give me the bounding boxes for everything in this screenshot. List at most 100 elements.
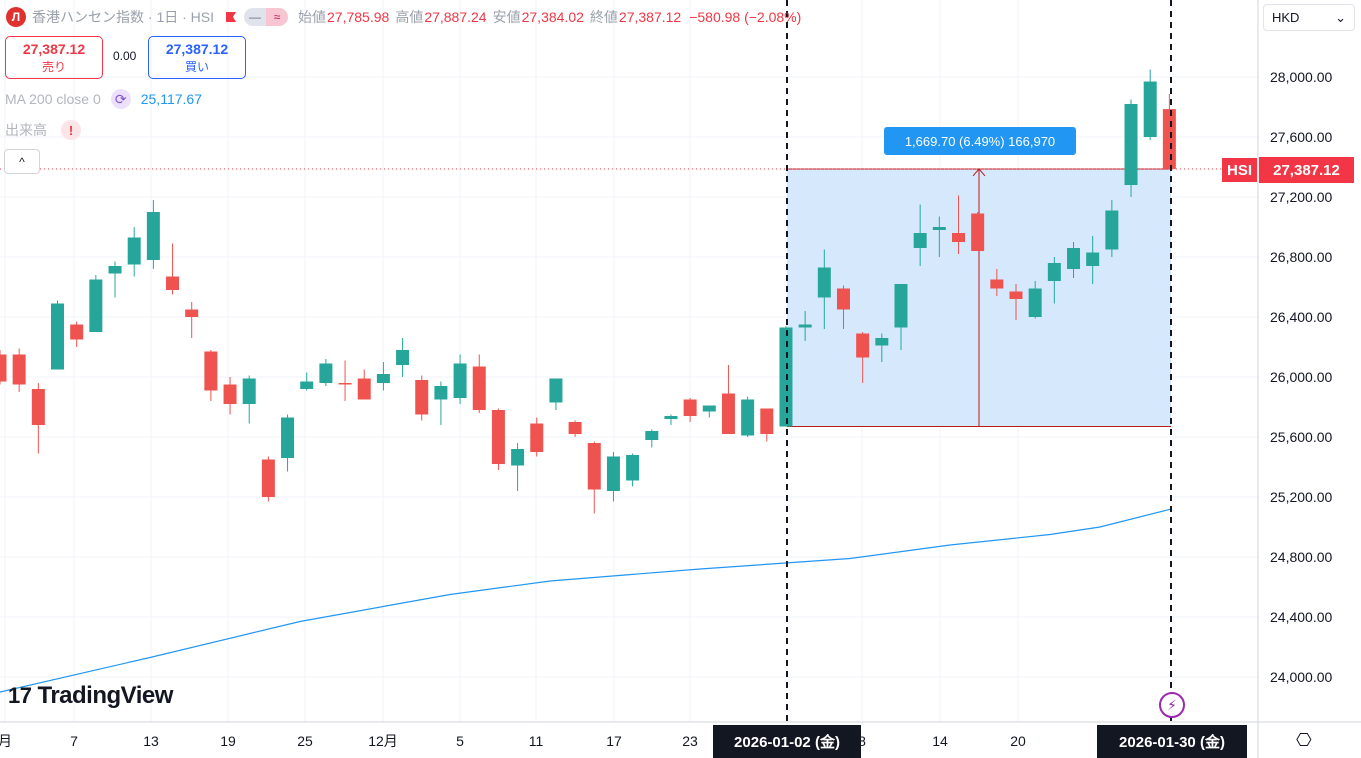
candle-body: [530, 423, 544, 452]
candle: [952, 195, 965, 254]
candle: [70, 321, 84, 347]
collapse-legend-button[interactable]: ^: [4, 149, 40, 174]
time-tick-label: 23: [682, 733, 698, 749]
candle-body: [913, 233, 927, 248]
candle: [1105, 200, 1119, 257]
candle-body: [568, 422, 582, 434]
candle: [511, 443, 525, 491]
candle: [817, 249, 831, 329]
tradingview-logo-icon: 17: [8, 683, 32, 708]
settings-icon[interactable]: ⎔: [1296, 730, 1312, 750]
candle-body: [1162, 109, 1176, 169]
candle-body: [261, 459, 275, 497]
refresh-icon[interactable]: ⟳: [110, 89, 131, 109]
range-measure-label: 1,669.70 (6.49%) 166,970: [884, 127, 1076, 155]
candle-body: [760, 408, 774, 434]
candle: [1067, 242, 1081, 278]
last-price-tag: 27,387.12: [1259, 157, 1354, 183]
candle-body: [932, 227, 946, 230]
ma-indicator-row[interactable]: MA 200 close 0 ⟳ 25,117.67: [5, 88, 202, 110]
candle: [396, 338, 410, 377]
candle-body: [1086, 252, 1100, 266]
symbol-icon[interactable]: Л: [6, 7, 26, 27]
price-axis: 24,000.00 24,400.00 24,800.00 25,200.00 25,6…: [1257, 0, 1332, 758]
candles: [0, 69, 1176, 514]
time-tick-label: 17: [606, 733, 622, 749]
candle: [990, 269, 1004, 296]
time-axis: 月 7 13 19 25 12月 5 11 17 23 8 14 20: [0, 721, 1361, 749]
candle-body: [645, 431, 659, 440]
price-tick-label: 26,400.00: [1270, 309, 1332, 325]
candle: [875, 333, 889, 362]
wave-icon[interactable]: ≈: [266, 8, 289, 26]
candle: [894, 284, 908, 350]
time-tick-label: 25: [297, 733, 313, 749]
candle: [300, 372, 314, 391]
candle: [127, 227, 141, 277]
currency-select[interactable]: HKD ⌄: [1263, 4, 1355, 31]
low-label: 安値: [492, 9, 521, 25]
candle-body: [51, 303, 65, 370]
candle-body: [721, 393, 735, 434]
lightning-icon[interactable]: ⚡: [1159, 692, 1185, 718]
sell-button[interactable]: 27,387.12 売り: [5, 36, 103, 79]
candle: [683, 398, 697, 422]
candle: [415, 375, 429, 421]
candle-body: [626, 455, 640, 481]
candle: [664, 414, 678, 425]
flag-icon[interactable]: [226, 12, 237, 22]
candle: [932, 216, 946, 257]
candle: [587, 441, 601, 514]
volume-label: 出来高: [5, 122, 47, 138]
candle-body: [300, 381, 314, 389]
close-label: 終値: [589, 9, 618, 25]
date-tag-end: 2026-01-30 (金): [1097, 725, 1247, 758]
currency-value: HKD: [1272, 10, 1300, 25]
candle: [626, 453, 640, 487]
symbol-title[interactable]: 香港ハンセン指数 · 1日 · HSI: [32, 9, 215, 25]
time-tick-label: 12月: [368, 733, 398, 749]
candle-body: [971, 213, 985, 251]
buy-button[interactable]: 27,387.12 買い: [148, 36, 246, 79]
candle: [836, 285, 850, 329]
measure-arrow-head: [972, 168, 986, 177]
open-value: 27,785.98: [327, 9, 390, 25]
candle-body: [1143, 81, 1157, 137]
minus-icon[interactable]: —: [244, 8, 267, 26]
candle: [185, 302, 199, 338]
candle-body: [166, 276, 180, 290]
candle: [357, 369, 371, 400]
candle: [166, 243, 180, 295]
candle: [472, 354, 486, 413]
candle: [1086, 236, 1100, 284]
candle: [606, 452, 620, 502]
candle: [971, 212, 985, 251]
candle: [204, 350, 218, 401]
candle-body: [185, 309, 199, 317]
volume-indicator-row[interactable]: 出来高 !: [5, 119, 81, 141]
candle: [1124, 99, 1138, 197]
candle: [108, 261, 122, 298]
open-label: 始値: [298, 9, 327, 25]
candle: [549, 378, 563, 410]
buy-label: 買い: [184, 59, 209, 74]
tradingview-logo[interactable]: 17 TradingView: [8, 682, 173, 710]
price-tick-label: 24,400.00: [1270, 609, 1332, 625]
candle-body: [875, 338, 889, 346]
candle: [261, 456, 275, 502]
price-tick-label: 26,000.00: [1270, 369, 1332, 385]
candle-body: [511, 449, 525, 466]
price-tick-label: 27,600.00: [1270, 129, 1332, 145]
candle: [281, 414, 295, 472]
pill-toggle[interactable]: — ≈: [244, 8, 289, 26]
candle-body: [741, 399, 755, 436]
time-tick-label: 5: [456, 733, 464, 749]
time-tick-label: 7: [70, 733, 78, 749]
warning-icon[interactable]: !: [61, 120, 81, 140]
ma-label: MA 200 close 0: [5, 91, 101, 107]
high-value: 27,887.24: [424, 9, 487, 25]
candle-body: [357, 378, 371, 400]
candle: [223, 377, 237, 415]
candle: [434, 381, 448, 425]
